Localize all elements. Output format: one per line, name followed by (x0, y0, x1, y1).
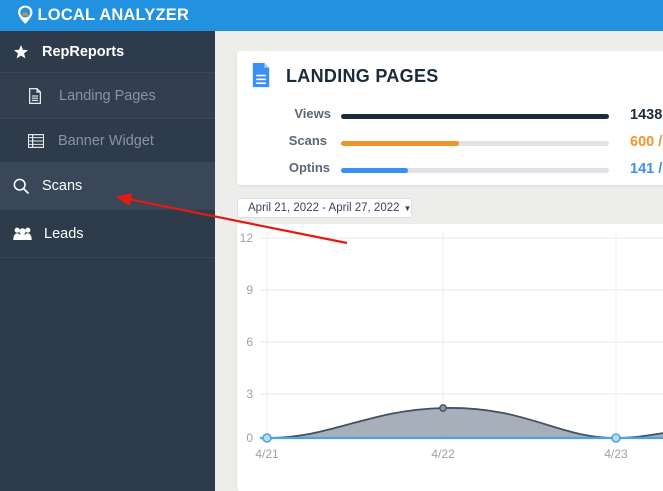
svg-text:9: 9 (246, 283, 253, 297)
svg-text:6: 6 (246, 335, 253, 349)
svg-text:4/23: 4/23 (604, 447, 628, 461)
svg-text:4/22: 4/22 (431, 447, 455, 461)
svg-text:12: 12 (240, 231, 254, 245)
svg-text:4/21: 4/21 (255, 447, 279, 461)
svg-text:0: 0 (246, 431, 253, 445)
svg-text:3: 3 (246, 387, 253, 401)
